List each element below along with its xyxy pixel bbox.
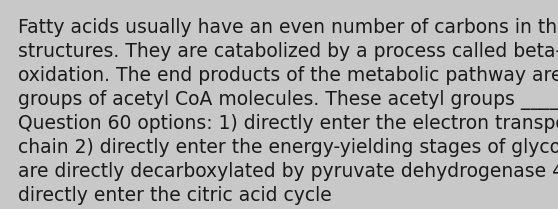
Text: structures. They are catabolized by a process called beta-: structures. They are catabolized by a pr… [18,42,558,61]
Text: Fatty acids usually have an even number of carbons in their: Fatty acids usually have an even number … [18,18,558,37]
Text: Question 60 options: 1) directly enter the electron transport: Question 60 options: 1) directly enter t… [18,114,558,133]
Text: oxidation. The end products of the metabolic pathway are acetyl: oxidation. The end products of the metab… [18,66,558,85]
Text: are directly decarboxylated by pyruvate dehydrogenase 4): are directly decarboxylated by pyruvate … [18,162,558,181]
Text: groups of acetyl CoA molecules. These acetyl groups ____.: groups of acetyl CoA molecules. These ac… [18,90,558,110]
Text: directly enter the citric acid cycle: directly enter the citric acid cycle [18,186,332,205]
Text: chain 2) directly enter the energy-yielding stages of glycolysis 3): chain 2) directly enter the energy-yield… [18,138,558,157]
